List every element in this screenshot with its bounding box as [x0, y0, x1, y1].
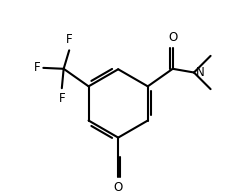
Text: O: O [113, 181, 122, 194]
Text: F: F [58, 92, 65, 105]
Text: F: F [66, 33, 72, 46]
Text: N: N [195, 66, 203, 79]
Text: F: F [33, 61, 40, 74]
Text: O: O [167, 31, 177, 44]
